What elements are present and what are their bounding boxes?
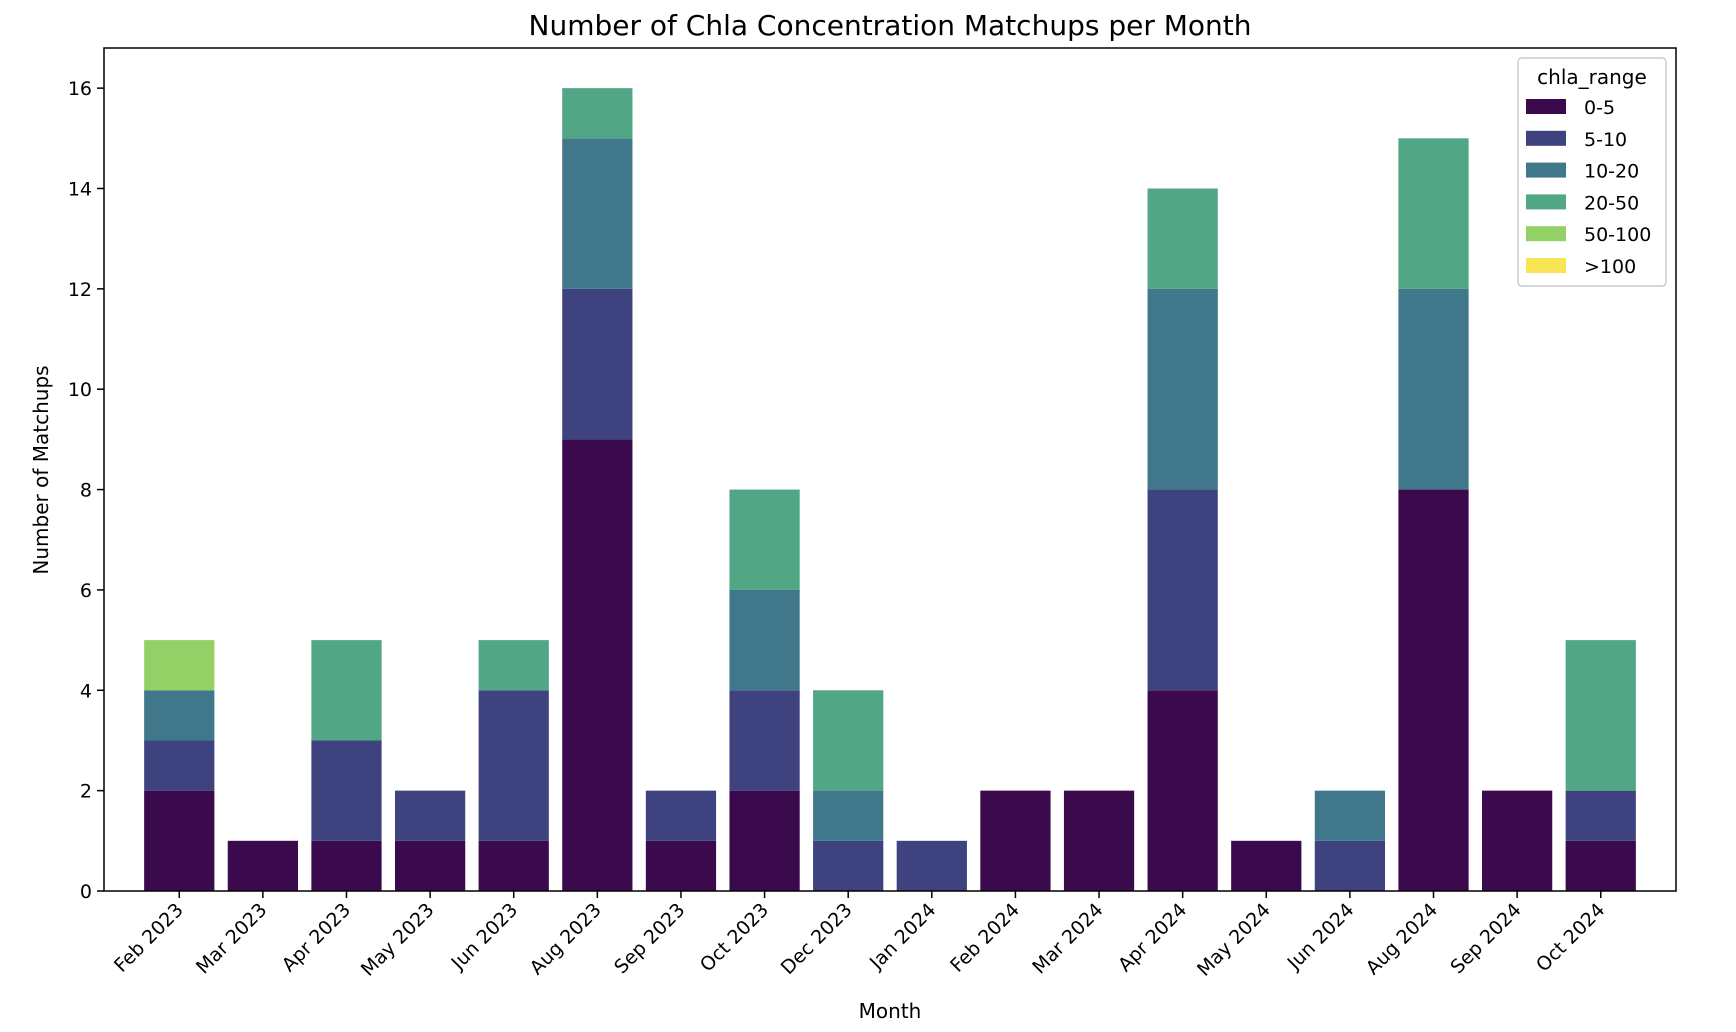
bar-05-6: [645, 840, 717, 891]
bar-05-16: [1482, 790, 1553, 891]
bar-2050-4: [478, 640, 549, 691]
x-tick-label: Dec 2023: [777, 899, 857, 979]
x-tick-label: Sep 2024: [1446, 899, 1525, 978]
bar-1020-0: [144, 690, 215, 741]
chart-title: Number of Chla Concentration Matchups pe…: [529, 9, 1252, 42]
plot-frame: [103, 47, 1677, 892]
x-tick-label: Jun 2023: [447, 899, 523, 975]
legend-swatch: [1526, 162, 1566, 178]
x-tick-label: Oct 2024: [1532, 899, 1609, 976]
bar-05-3: [394, 840, 466, 891]
bar-2050-17: [1565, 640, 1636, 791]
bar-510-8: [813, 840, 884, 891]
bar-05-4: [478, 840, 549, 891]
x-tick-label: Sep 2023: [610, 899, 689, 978]
bar-1020-7: [729, 589, 800, 691]
legend-swatch: [1526, 226, 1566, 242]
x-tick-label: May 2023: [357, 899, 439, 981]
bar-510-4: [478, 690, 549, 841]
x-tick-label: Apr 2023: [278, 899, 355, 976]
bar-2050-2: [311, 640, 382, 741]
bar-510-5: [562, 288, 633, 440]
bar-510-14: [1314, 840, 1386, 891]
bar-1020-8: [813, 790, 884, 841]
legend-swatch: [1526, 99, 1566, 114]
bar-1020-5: [562, 138, 633, 289]
legend-swatch: [1526, 258, 1566, 273]
bar-510-6: [645, 790, 717, 841]
bar-50100-0: [144, 640, 215, 691]
x-axis-label: Month: [859, 999, 922, 1023]
legend-label: 50-100: [1584, 224, 1651, 246]
bar-05-11: [1063, 790, 1135, 891]
bar-510-7: [729, 690, 800, 791]
x-tick-label: Feb 2024: [946, 899, 1024, 977]
x-tick-label: Oct 2023: [696, 899, 773, 976]
bar-05-5: [562, 439, 633, 891]
legend-label: 0-5: [1584, 97, 1615, 119]
legend: chla_range 0-5 5-10 10-20 20-50 50-100 >100: [1517, 57, 1667, 287]
legend-title: chla_range: [1537, 65, 1647, 89]
bar-05-0: [144, 790, 215, 891]
bar-510-12: [1147, 489, 1218, 691]
y-tick-label: 2: [80, 781, 92, 803]
legend-label: 5-10: [1584, 129, 1627, 151]
y-axis: 0 2 4 6 8 10 12 14 16: [68, 78, 104, 903]
bar-1020-15: [1398, 288, 1469, 490]
x-tick-label: Mar 2024: [1028, 899, 1107, 978]
bar-05-17: [1565, 840, 1636, 891]
bar-1020-14: [1314, 790, 1386, 841]
bars-layer: [144, 88, 1636, 891]
bar-2050-5: [562, 88, 633, 139]
bar-05-15: [1398, 489, 1469, 891]
x-axis: Feb 2023 Mar 2023 Apr 2023 May 2023 Jun 2023…: [110, 891, 1609, 981]
bar-05-13: [1231, 840, 1302, 891]
bar-05-10: [980, 790, 1051, 891]
bar-05-7: [729, 790, 800, 891]
y-tick-label: 10: [68, 379, 92, 401]
x-tick-label: Jun 2024: [1283, 899, 1359, 975]
bar-2050-8: [813, 690, 884, 791]
y-axis-label: Number of Matchups: [29, 365, 53, 574]
y-tick-label: 12: [68, 279, 92, 301]
y-tick-label: 8: [80, 480, 92, 502]
x-tick-label: Feb 2023: [110, 899, 188, 977]
bar-2050-7: [729, 489, 800, 590]
x-tick-label: Jan 2024: [865, 899, 940, 974]
y-tick-label: 14: [68, 179, 92, 201]
legend-label: 20-50: [1584, 192, 1639, 214]
bar-510-3: [394, 790, 466, 841]
legend-label: >100: [1584, 256, 1636, 278]
bar-05-2: [311, 840, 382, 891]
bar-05-12: [1147, 690, 1218, 891]
legend-label: 10-20: [1584, 161, 1639, 183]
y-tick-label: 4: [80, 680, 92, 702]
y-tick-label: 0: [80, 881, 92, 903]
x-tick-label: Aug 2024: [1362, 899, 1442, 979]
bar-1020-12: [1147, 288, 1218, 490]
y-tick-label: 6: [80, 580, 92, 602]
bar-2050-15: [1398, 138, 1469, 289]
bar-2050-12: [1147, 188, 1218, 289]
bar-05-1: [227, 840, 298, 891]
legend-swatch: [1526, 130, 1566, 146]
y-tick-label: 16: [68, 78, 92, 100]
x-tick-label: Aug 2023: [526, 899, 606, 979]
bar-510-17: [1565, 790, 1636, 841]
x-tick-label: May 2024: [1193, 899, 1275, 981]
x-tick-label: Apr 2024: [1114, 899, 1191, 976]
legend-swatch: [1526, 194, 1566, 210]
bar-510-0: [144, 740, 215, 791]
x-tick-label: Mar 2023: [192, 899, 271, 978]
bar-510-9: [896, 840, 967, 891]
bar-510-2: [311, 740, 382, 841]
